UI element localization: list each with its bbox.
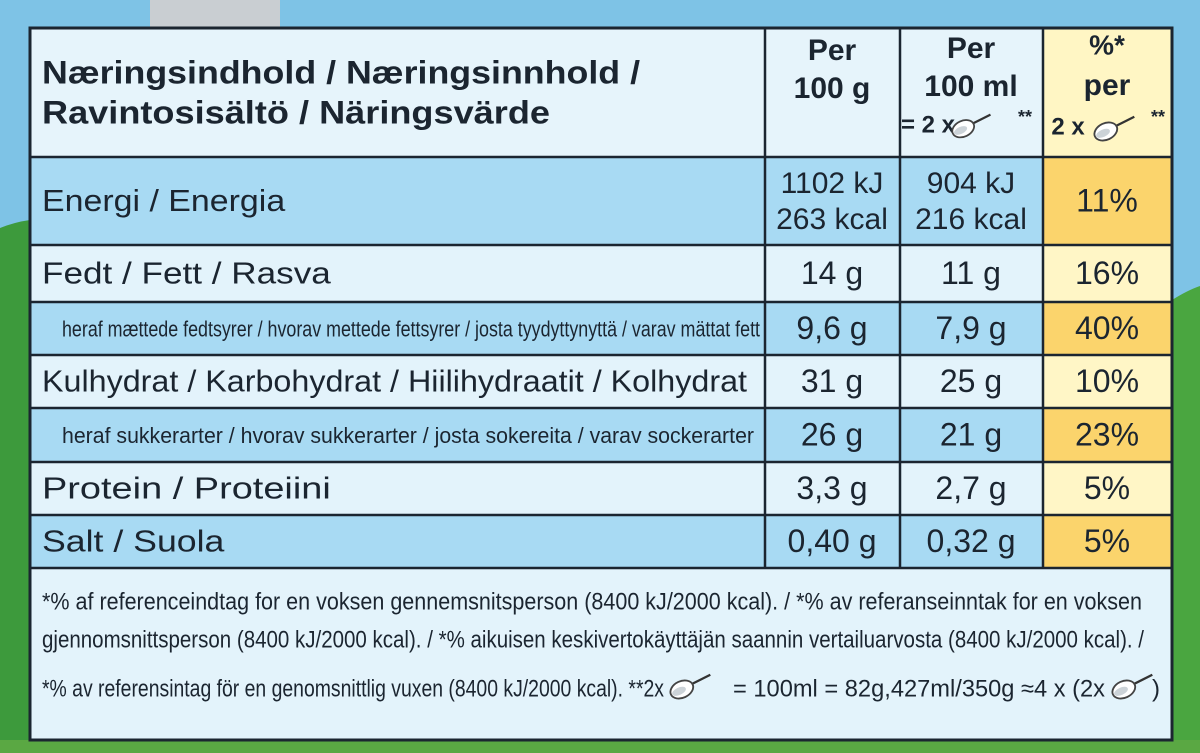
ri-value: 5% xyxy=(1084,470,1130,506)
header-bg xyxy=(30,28,1043,157)
photo-strip xyxy=(150,0,280,28)
header-title: Ravintosisältö / Näringsvärde xyxy=(42,94,550,130)
row-label: Fedt / Fett / Rasva xyxy=(42,256,332,291)
footnote: gjennomsnittsperson (8400 kJ/2000 kcal).… xyxy=(42,626,1144,653)
ri-bg xyxy=(1043,515,1172,568)
row-label: Energi / Energia xyxy=(42,183,286,218)
row-bg xyxy=(30,157,1043,245)
ground xyxy=(0,740,1200,753)
ri-value: 23% xyxy=(1075,416,1139,452)
column-header: per xyxy=(1084,69,1131,102)
hill xyxy=(0,220,30,753)
column-header: %* xyxy=(1089,29,1125,60)
ri-bg xyxy=(1043,157,1172,245)
row-bg xyxy=(30,408,1043,462)
column-header: 100 g xyxy=(794,72,871,105)
cell-text: 7,9 g xyxy=(935,310,1006,346)
ri-bg xyxy=(1043,462,1172,515)
row-bg xyxy=(30,515,1043,568)
column-header: 100 ml xyxy=(924,70,1017,103)
ri-bg xyxy=(1043,408,1172,462)
cell-text: 9,6 g xyxy=(796,310,867,346)
row-label: heraf sukkerarter / hvorav sukkerarter /… xyxy=(62,423,754,448)
column-header: ** xyxy=(1018,107,1032,127)
cell-text: 0,40 g xyxy=(788,523,877,559)
ri-value: 11% xyxy=(1076,182,1138,218)
cell-text: 3,3 g xyxy=(796,470,867,506)
column-header: Per xyxy=(947,32,996,65)
table: Næringsindhold / Næringsinnhold / Ravinto… xyxy=(28,26,1174,742)
ri-bg xyxy=(1043,245,1172,302)
cell-text: 1102 kJ xyxy=(781,167,884,200)
table-border xyxy=(28,26,1174,742)
cell-text: 263 kcal xyxy=(776,203,888,236)
ri-value: 10% xyxy=(1075,363,1139,399)
column-header: ** xyxy=(1151,107,1165,127)
row-bg xyxy=(30,245,1043,302)
cell-text: 25 g xyxy=(940,363,1002,399)
cell-text: 31 g xyxy=(801,363,863,399)
ri-bg xyxy=(1043,302,1172,355)
row-bg xyxy=(30,302,1043,355)
row-label: Protein / Proteiini xyxy=(42,471,331,506)
ri-bg xyxy=(1043,355,1172,408)
ri-value: 5% xyxy=(1084,523,1130,559)
footnote: ) xyxy=(1152,675,1160,702)
footnote: *% av referensintag för en genomsnittlig… xyxy=(42,675,664,702)
column-header: 2 x xyxy=(1051,113,1085,140)
row-label: heraf mættede fedtsyrer / hvorav mettede… xyxy=(62,316,760,341)
footnote-bg xyxy=(30,568,1172,740)
column-header: = 2 x xyxy=(901,111,956,138)
cell-text: 0,32 g xyxy=(927,523,1016,559)
cell-text: 904 kJ xyxy=(927,167,1015,200)
cell-text: 14 g xyxy=(801,255,863,291)
row-bg xyxy=(30,355,1043,408)
column-header: Per xyxy=(808,34,857,67)
row-bg xyxy=(30,462,1043,515)
cell-text: 216 kcal xyxy=(915,203,1027,236)
row-label: Kulhydrat / Karbohydrat / Hiilihydraatit… xyxy=(42,364,747,399)
cell-text: 26 g xyxy=(801,416,863,452)
hill xyxy=(1172,286,1200,753)
cell-text: 21 g xyxy=(940,416,1002,452)
ri-value: 16% xyxy=(1075,255,1139,291)
cell-text: 11 g xyxy=(941,255,1001,291)
ri-value: 40% xyxy=(1075,310,1139,346)
header-title: Næringsindhold / Næringsinnhold / xyxy=(42,54,640,90)
cell-text: 2,7 g xyxy=(935,470,1006,506)
row-label: Salt / Suola xyxy=(42,524,225,559)
footnote: *% af referenceindtag for en voksen genn… xyxy=(42,588,1142,615)
footnote: = 100ml = 82g,427ml/350g ≈4 x (2x xyxy=(733,675,1105,702)
